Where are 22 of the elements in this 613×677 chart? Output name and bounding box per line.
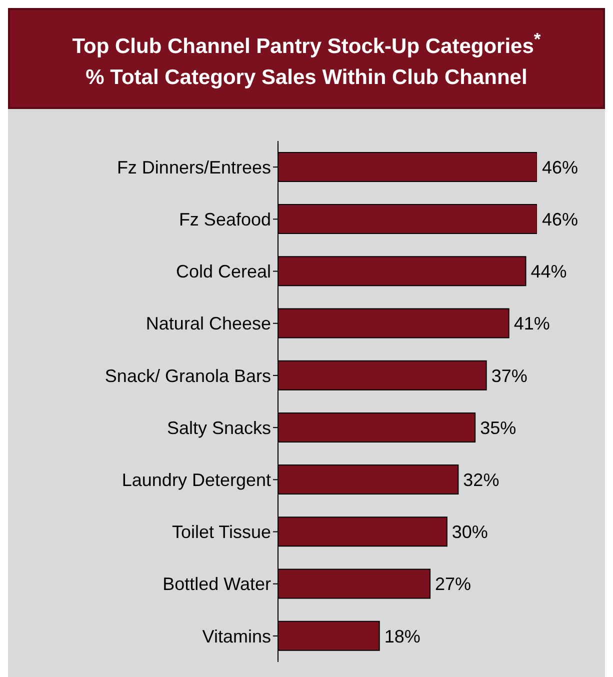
data-label: 44%	[530, 262, 567, 282]
y-tick-label: Natural Cheese	[146, 314, 271, 334]
data-label: 41%	[514, 314, 550, 334]
y-tick-label: Toilet Tissue	[172, 522, 271, 542]
data-label: 35%	[480, 418, 516, 438]
data-label: 37%	[491, 366, 528, 386]
y-tick-label: Snack/ Granola Bars	[104, 366, 271, 386]
y-tick-label: Laundry Detergent	[122, 470, 271, 490]
y-tick-label: Fz Dinners/Entrees	[116, 157, 271, 178]
chart-title: Top Club Channel Pantry Stock-Up Categories$^{*}$	[71, 28, 542, 60]
y-tick-label: Salty Snacks	[166, 418, 271, 438]
data-label: 18%	[384, 626, 420, 646]
y-tick-label: Bottled Water	[162, 574, 271, 594]
y-tick-label: Cold Cereal	[176, 262, 271, 282]
y-tick-label: Fz Seafood	[178, 210, 271, 230]
data-label: 27%	[435, 574, 472, 594]
data-label: 30%	[452, 522, 488, 542]
data-label: 32%	[463, 470, 500, 490]
y-tick-label: Vitamins	[202, 626, 271, 646]
data-label: 46%	[542, 157, 578, 178]
data-label: 46%	[542, 209, 578, 230]
chart-subtitle: % Total Category Sales Within Club Channel	[84, 65, 528, 91]
